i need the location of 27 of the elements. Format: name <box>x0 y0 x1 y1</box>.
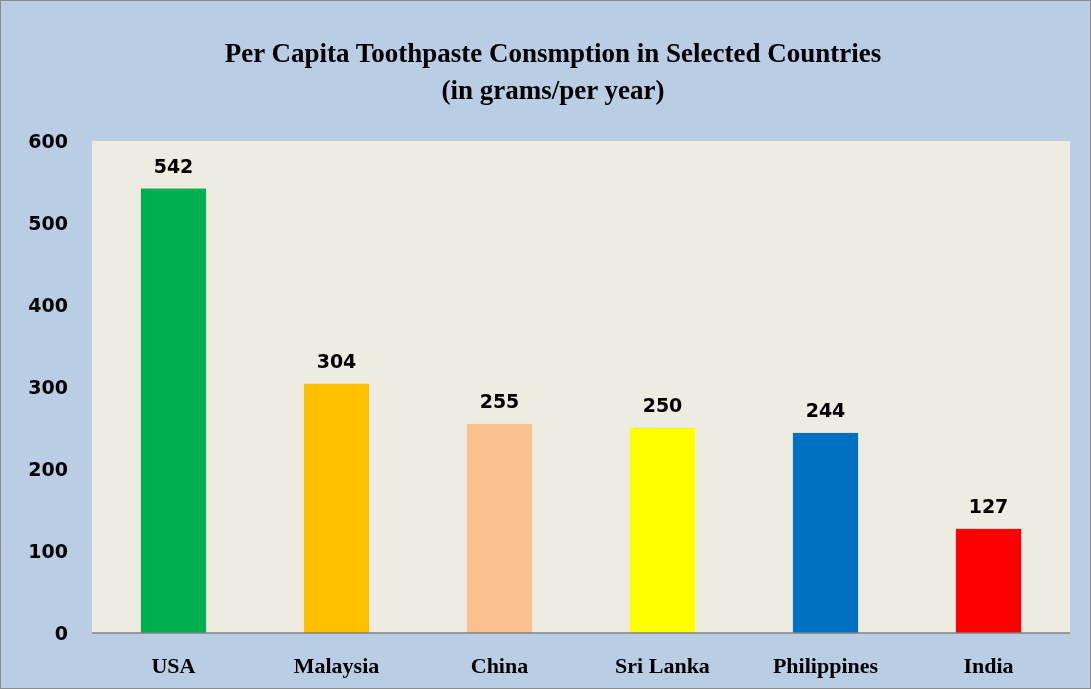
data-label: 255 <box>479 389 520 412</box>
data-label: 542 <box>153 154 194 177</box>
y-tick-label: 0 <box>54 622 68 644</box>
x-tick-label: Sri Lanka <box>615 653 710 678</box>
data-label: 127 <box>968 494 1009 517</box>
y-tick-label: 500 <box>28 212 68 234</box>
data-label: 304 <box>316 349 357 372</box>
bar <box>303 383 370 633</box>
x-tick-label: Malaysia <box>293 653 380 678</box>
data-label: 244 <box>805 398 846 421</box>
bar <box>792 432 859 633</box>
chart-subtitle: (in grams/per year) <box>441 75 665 105</box>
x-tick-label: USA <box>151 653 196 678</box>
y-tick-label: 300 <box>28 376 68 398</box>
y-tick-label: 200 <box>28 458 68 480</box>
bar <box>629 428 696 633</box>
bar <box>955 528 1022 633</box>
y-tick-label: 600 <box>28 130 68 152</box>
chart-title: Per Capita Toothpaste Consmption in Selected Countries <box>224 38 882 68</box>
data-label: 250 <box>642 394 683 416</box>
y-tick-label: 100 <box>28 540 68 562</box>
bar <box>140 188 207 633</box>
x-tick-label: India <box>963 653 1014 678</box>
x-tick-label: China <box>470 653 529 678</box>
y-tick-label: 400 <box>28 294 68 316</box>
x-tick-label: Philippines <box>772 653 879 678</box>
bar <box>466 423 533 633</box>
